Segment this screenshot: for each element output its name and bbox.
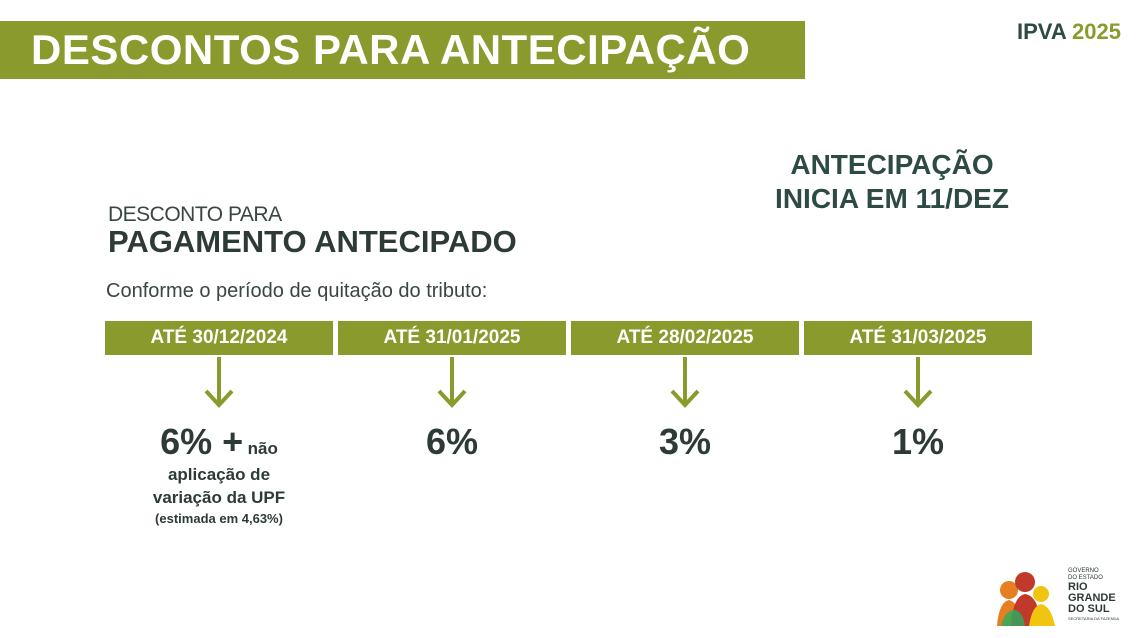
period-detail-note: (estimada em 4,63%): [155, 511, 283, 526]
period-discount-value: 3%: [658, 421, 712, 462]
period-column-2: ATÉ 31/01/2025 6%: [338, 321, 566, 571]
period-discount-suffix: não: [247, 439, 278, 458]
period-discount-detail: 6% + não aplicação de variação da UPF (e…: [105, 421, 333, 529]
period-discount-value: 1%: [891, 421, 945, 462]
arrow-down-icon: [903, 357, 933, 408]
logo-line1: GOVERNO: [1068, 568, 1099, 574]
page-title: DESCONTOS PARA ANTECIPAÇÃO: [31, 26, 751, 73]
period-discount-value: 6%: [425, 421, 479, 462]
period-date-tab: ATÉ 30/12/2024: [105, 321, 333, 355]
anticipation-notice-line1: ANTECIPAÇÃO: [790, 149, 994, 180]
anticipation-notice: ANTECIPAÇÃO INICIA EM 11/DEZ: [752, 148, 1032, 216]
period-column-1: ATÉ 30/12/2024 6% + não aplicação de var…: [105, 321, 333, 571]
period-date-tab: ATÉ 28/02/2025: [571, 321, 799, 355]
logo-line4: GRANDE: [1068, 592, 1116, 604]
logo-line3: RIO: [1068, 581, 1088, 593]
ipva-badge: IPVA 2025: [1017, 19, 1121, 45]
section-subtitle: DESCONTO PARA: [108, 203, 282, 226]
logo-line5: DO SUL: [1068, 603, 1110, 615]
title-bar: DESCONTOS PARA ANTECIPAÇÃO: [0, 21, 805, 79]
anticipation-notice-line2: INICIA EM 11/DEZ: [775, 183, 1009, 214]
logo-line6: SECRETARIA DA FAZENDA: [1068, 616, 1120, 621]
period-column-3: ATÉ 28/02/2025 3%: [571, 321, 799, 571]
arrow-down-icon: [437, 357, 467, 408]
ipva-year: 2025: [1072, 19, 1121, 44]
section-title: PAGAMENTO ANTECIPADO: [108, 224, 517, 259]
arrow-down-icon: [204, 357, 234, 408]
period-date-tab: ATÉ 31/03/2025: [804, 321, 1032, 355]
period-detail-line2: variação da UPF: [152, 488, 286, 507]
period-column-4: ATÉ 31/03/2025 1%: [804, 321, 1032, 571]
period-detail-line1: aplicação de: [167, 465, 271, 484]
period-date-tab: ATÉ 31/01/2025: [338, 321, 566, 355]
period-discount-value: 6% +: [160, 421, 244, 462]
arrow-down-icon: [670, 357, 700, 408]
logo-line2: DO ESTADO: [1068, 575, 1103, 581]
logo-text: GOVERNO DO ESTADO RIO GRANDE DO SUL SECR…: [1068, 568, 1136, 622]
government-logo-icon: [997, 572, 1055, 626]
section-description: Conforme o período de quitação do tribut…: [106, 280, 488, 302]
ipva-label: IPVA: [1017, 19, 1066, 44]
